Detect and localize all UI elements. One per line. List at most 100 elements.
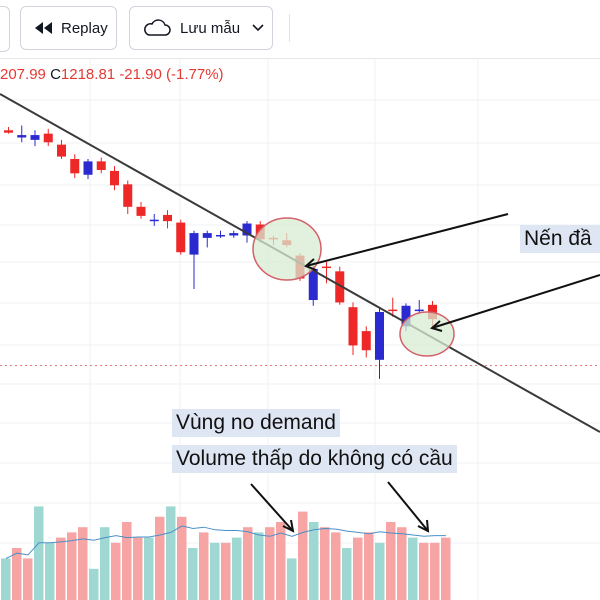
highlight-circle-2 <box>399 311 455 357</box>
volume-bar <box>364 532 374 600</box>
volume-bars <box>1 506 451 600</box>
arrow-line-3 <box>250 483 294 532</box>
volume-bar <box>287 558 297 600</box>
annotation-arrows <box>250 213 600 533</box>
volume-bar <box>210 542 220 600</box>
candle-body <box>83 161 93 175</box>
volume-bar <box>232 537 242 600</box>
volume-bar <box>375 542 385 600</box>
candle-body <box>96 161 106 170</box>
volume-bar <box>177 516 187 600</box>
volume-bar <box>1 558 11 600</box>
volume-bar <box>342 548 352 600</box>
candle-body <box>176 222 186 253</box>
candle-annotation: Nến đầ <box>520 225 600 253</box>
candle-body <box>70 158 80 174</box>
candle-body <box>229 233 239 236</box>
volume-bar <box>254 532 264 600</box>
zone-description: Volume thấp do không có cầu <box>172 445 457 473</box>
candle-body <box>335 271 345 303</box>
candle-body <box>216 235 225 237</box>
volume-bar <box>386 522 396 600</box>
arrow-line-4 <box>387 481 429 532</box>
volume-bar <box>67 532 77 600</box>
volume-bar <box>12 548 22 600</box>
volume-ma-line <box>5 525 446 559</box>
ohlc-legend: 207.99 C1218.81 -21.90 (-1.77%) <box>0 66 224 83</box>
candle-body <box>57 144 66 157</box>
candlesticks <box>4 125 437 379</box>
candle-body <box>322 266 331 269</box>
volume-bar <box>320 527 330 600</box>
volume-bar <box>56 537 66 600</box>
cloud-icon <box>144 19 171 36</box>
candle-body <box>17 135 27 138</box>
volume-bar <box>111 542 121 600</box>
volume-bar <box>89 568 99 600</box>
highlight-circle-1 <box>252 217 322 281</box>
volume-bar <box>188 548 198 600</box>
candle-body <box>123 184 133 207</box>
candle-body <box>43 133 53 143</box>
arrow-head-4 <box>417 519 430 533</box>
arrow-head-2 <box>429 320 443 332</box>
volume-bar <box>23 558 33 600</box>
volume-bar <box>199 532 209 600</box>
volume-bar <box>441 537 451 600</box>
arrow-head-3 <box>282 519 295 533</box>
volume-bar <box>397 527 407 600</box>
candle-body <box>110 170 119 186</box>
candle-body <box>308 268 318 301</box>
arrow-head-1 <box>304 258 317 271</box>
volume-bar <box>419 542 429 600</box>
volume-bar <box>34 506 44 600</box>
volume-bar <box>408 537 418 600</box>
open-value: 207.99 <box>0 66 46 83</box>
volume-bar <box>166 506 176 600</box>
volume-bar <box>243 527 253 600</box>
volume-bar <box>155 516 165 600</box>
candle-body <box>388 309 398 312</box>
close-value: 1218.81 <box>60 66 116 83</box>
volume-bar <box>133 537 143 600</box>
candle-body <box>30 135 40 140</box>
replay-label: Replay <box>61 19 108 37</box>
candle-body <box>202 233 212 238</box>
change-percent: (-1.77%) <box>166 66 224 83</box>
top-toolbar: Replay Lưu mẫu <box>0 0 600 59</box>
candle-body <box>401 305 411 327</box>
zone-title: Vùng no demand <box>172 409 340 437</box>
volume-bar <box>78 527 88 600</box>
save-layout-button[interactable]: Lưu mẫu <box>129 6 273 50</box>
replay-button[interactable]: Replay <box>20 6 117 50</box>
volume-bar <box>221 542 231 600</box>
arrow-line-2 <box>431 274 600 329</box>
volume-bar <box>309 522 319 600</box>
toolbar-button-partial[interactable] <box>0 6 10 52</box>
volume-bar <box>265 527 275 600</box>
volume-bar <box>298 511 308 600</box>
candle-body <box>163 214 172 222</box>
candle-body <box>375 311 384 360</box>
candle-body <box>414 309 424 312</box>
volume-bar <box>276 522 286 600</box>
volume-bar <box>100 527 110 600</box>
candle-body <box>361 331 371 351</box>
candle-body <box>149 219 159 222</box>
candle-body <box>242 223 252 236</box>
volume-bar <box>122 522 132 600</box>
toolbar-divider <box>289 14 290 42</box>
candle-body <box>348 307 358 346</box>
candle-body <box>136 206 146 216</box>
save-layout-label: Lưu mẫu <box>180 19 241 37</box>
arrow-line-1 <box>305 213 509 267</box>
volume-bar <box>331 532 341 600</box>
volume-bar <box>353 537 363 600</box>
volume-bar <box>144 537 154 600</box>
volume-bar <box>430 542 440 600</box>
change-value: -21.90 <box>119 66 162 83</box>
rewind-icon <box>35 22 52 34</box>
candle-body <box>189 233 199 255</box>
candle-body <box>4 130 13 133</box>
price-chart[interactable] <box>0 58 600 600</box>
